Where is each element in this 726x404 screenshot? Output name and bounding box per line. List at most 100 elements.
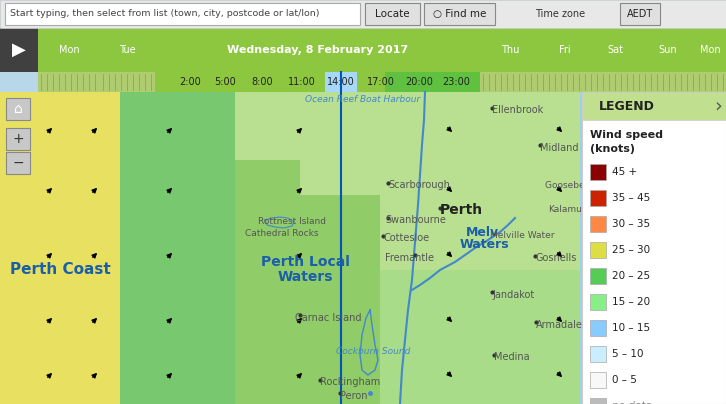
Bar xyxy=(6,128,30,150)
Bar xyxy=(582,92,726,404)
Text: ›: › xyxy=(714,97,722,116)
Text: 14:00: 14:00 xyxy=(327,77,355,87)
Bar xyxy=(590,242,606,258)
Text: Cathedral Rocks: Cathedral Rocks xyxy=(245,229,319,238)
Bar xyxy=(120,92,235,404)
Text: Gooseberry h: Gooseberry h xyxy=(545,181,606,189)
Bar xyxy=(0,92,120,404)
Text: Locate: Locate xyxy=(375,9,409,19)
Text: Peron: Peron xyxy=(340,391,367,401)
Bar xyxy=(0,28,38,72)
Text: 35 – 45: 35 – 45 xyxy=(612,193,650,203)
Text: Start typing, then select from list (town, city, postcode or lat/lon): Start typing, then select from list (tow… xyxy=(10,10,319,19)
Text: Rockingham: Rockingham xyxy=(320,377,380,387)
Bar xyxy=(0,28,726,72)
Bar xyxy=(235,92,300,160)
Text: Tue: Tue xyxy=(119,45,136,55)
Text: Jandakot: Jandakot xyxy=(492,290,534,300)
Bar xyxy=(5,3,360,25)
Text: Perth Coast: Perth Coast xyxy=(9,263,110,278)
Bar xyxy=(590,268,606,284)
Text: 8:00: 8:00 xyxy=(251,77,273,87)
Text: 17:00: 17:00 xyxy=(367,77,395,87)
Text: 5:00: 5:00 xyxy=(214,77,236,87)
Text: ⌂: ⌂ xyxy=(14,102,23,116)
Text: Gosnells: Gosnells xyxy=(535,253,576,263)
Text: no data: no data xyxy=(612,401,652,404)
Text: 5 – 10: 5 – 10 xyxy=(612,349,643,359)
Text: Wednesday, 8 February 2017: Wednesday, 8 February 2017 xyxy=(227,45,408,55)
Text: AEDT: AEDT xyxy=(627,9,653,19)
Bar xyxy=(235,92,380,404)
Text: ▶: ▶ xyxy=(12,41,26,59)
Text: −: − xyxy=(12,156,24,170)
Bar xyxy=(580,92,726,404)
Bar xyxy=(300,92,380,195)
Text: 30 – 35: 30 – 35 xyxy=(612,219,650,229)
Text: +: + xyxy=(12,132,24,146)
Bar xyxy=(0,0,726,28)
Text: Carnac Island: Carnac Island xyxy=(295,313,362,323)
Text: Scarborough: Scarborough xyxy=(388,180,450,190)
Text: Mon: Mon xyxy=(59,45,79,55)
Text: Medina: Medina xyxy=(494,352,530,362)
Text: Perth: Perth xyxy=(440,203,483,217)
Text: Time zone: Time zone xyxy=(535,9,585,19)
Text: Swanbourne: Swanbourne xyxy=(385,215,446,225)
Bar xyxy=(155,72,385,92)
Bar xyxy=(590,320,606,336)
Bar xyxy=(480,72,726,92)
Text: Wind speed
(knots): Wind speed (knots) xyxy=(590,130,663,154)
Text: 23:00: 23:00 xyxy=(442,77,470,87)
Text: 15 – 20: 15 – 20 xyxy=(612,297,650,307)
Bar xyxy=(385,72,480,92)
Bar xyxy=(590,346,606,362)
Bar xyxy=(424,3,495,25)
Text: 25 – 30: 25 – 30 xyxy=(612,245,650,255)
Bar xyxy=(590,398,606,404)
Bar xyxy=(38,72,100,92)
Text: Fri: Fri xyxy=(559,45,571,55)
Text: LEGEND: LEGEND xyxy=(599,99,655,112)
Bar xyxy=(590,294,606,310)
Bar xyxy=(590,372,606,388)
Text: Sun: Sun xyxy=(658,45,677,55)
Bar xyxy=(590,216,606,232)
Text: Perth Local: Perth Local xyxy=(261,255,349,269)
Bar xyxy=(590,190,606,206)
Text: Cottesloe: Cottesloe xyxy=(383,233,429,243)
Bar xyxy=(325,72,357,92)
Bar xyxy=(6,152,30,174)
Text: Thu: Thu xyxy=(501,45,519,55)
Text: Waters: Waters xyxy=(460,238,510,250)
Bar xyxy=(620,3,660,25)
Text: 45 +: 45 + xyxy=(612,167,637,177)
Text: Cockburn Sound: Cockburn Sound xyxy=(336,347,410,356)
Text: ○ Find me: ○ Find me xyxy=(433,9,486,19)
Text: 11:00: 11:00 xyxy=(288,77,316,87)
Text: Melville Water: Melville Water xyxy=(490,231,555,240)
Bar xyxy=(582,92,726,120)
Text: 0 – 5: 0 – 5 xyxy=(612,375,637,385)
Text: Sat: Sat xyxy=(607,45,623,55)
Text: Waters: Waters xyxy=(277,270,333,284)
Bar xyxy=(365,3,420,25)
Text: Kalamur: Kalamur xyxy=(548,206,586,215)
Text: Midland: Midland xyxy=(540,143,579,153)
Bar xyxy=(380,92,580,404)
Bar xyxy=(380,270,580,404)
Bar xyxy=(590,164,606,180)
Text: Ellenbrook: Ellenbrook xyxy=(492,105,543,115)
Text: 20 – 25: 20 – 25 xyxy=(612,271,650,281)
Bar xyxy=(6,98,30,120)
Text: Fremantle: Fremantle xyxy=(385,253,434,263)
Text: Melv: Melv xyxy=(466,225,499,238)
Text: 20:00: 20:00 xyxy=(405,77,433,87)
Text: Ocean Reef Boat Harbour: Ocean Reef Boat Harbour xyxy=(305,95,420,105)
Text: 2:00: 2:00 xyxy=(179,77,201,87)
Text: 10 – 15: 10 – 15 xyxy=(612,323,650,333)
Text: Rottnest Island: Rottnest Island xyxy=(258,217,326,227)
Bar xyxy=(100,72,155,92)
Text: Mon: Mon xyxy=(700,45,721,55)
Text: Armadale: Armadale xyxy=(536,320,583,330)
